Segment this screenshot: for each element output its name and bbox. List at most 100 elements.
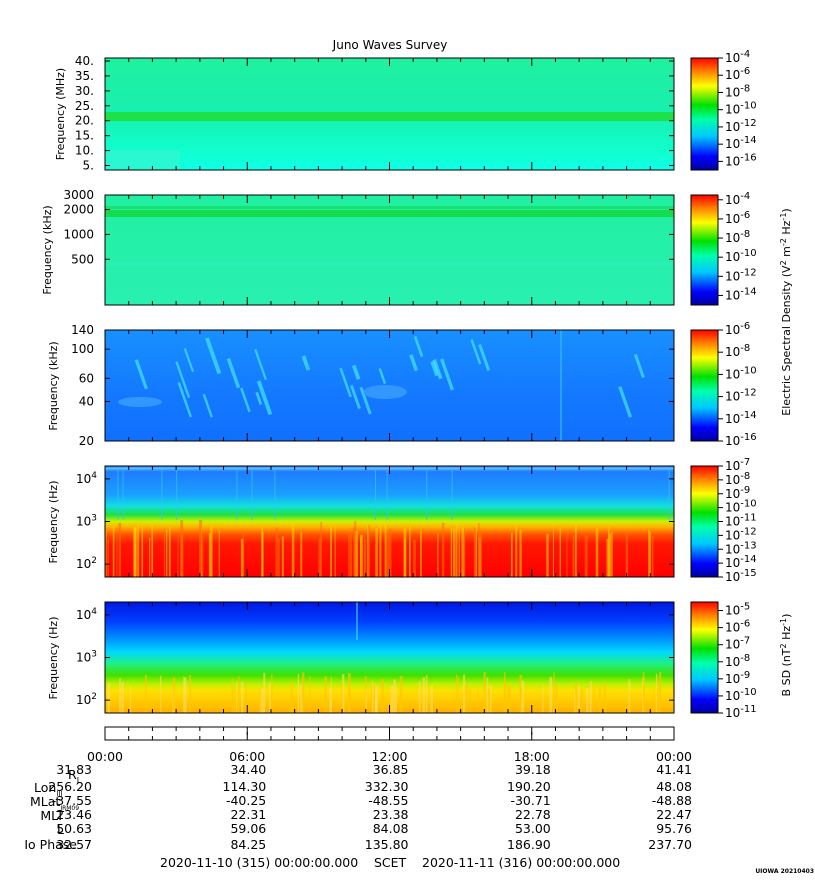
time-tick-label: 00:00 [87,749,123,764]
colorbar-4-tick-label: 10-14 [725,554,757,570]
ephemeris-value: 22.47 [656,807,692,822]
time-tick-label: 00:00 [656,749,692,764]
panel-2-band-450khz [105,262,674,266]
panel-5-spectrogram [104,601,675,714]
ephemeris-value: 135.80 [365,837,409,852]
panel-3-burst [378,368,387,384]
panel-3-burst [226,358,241,389]
panel-3-burst [359,386,372,415]
panel-1-ytick-label: 25. [75,99,94,113]
colorbar-4-tick-label: 10-8 [725,471,750,487]
panel-3-burst [254,348,268,381]
panel-3-burst [240,387,251,413]
panel-3-burst [183,348,194,373]
panel-5-ytick-label: 103 [76,650,97,665]
panel-3-burst [633,354,645,378]
axis-ticks [105,58,674,740]
panel-3-ytick-label: 20 [79,434,94,448]
colorbar-2-tick-label: 10-8 [725,229,750,245]
panel-2-ytick-label: 1000 [63,227,94,241]
colorbar-4-tick-label: 10-13 [725,540,757,556]
panel-3-burst [430,360,440,377]
eph-label-mlat: MLatJRM09 [30,794,79,812]
colorbar-5-tick-label: 10-8 [725,653,750,669]
colorbar-3-tick-label: 10-12 [725,388,757,404]
panel-3-burst [301,355,311,371]
ephemeris-value: 50.63 [56,821,92,836]
panel-3-bursts [118,330,645,441]
colorbar-1-tick-label: 10-14 [725,135,757,151]
colorbar-5-tick-label: 10-10 [725,687,757,703]
colorbar-3-tick-label: 10-14 [725,410,757,426]
panel-3-burst [175,361,191,398]
panel-1-ytick-label: 5. [83,159,94,173]
ephemeris-value: 22.78 [515,807,551,822]
panel-2-band-1800khz [105,210,674,217]
ephemeris-table: RJ LonIII MLatJRM09 MLT L Io Phase 00:00… [24,749,692,852]
ephemeris-value: 23.38 [373,807,409,822]
bsd-colorbar-label: B SD (nT2 Hz-1) [779,614,793,697]
panel-3-ylabel: Frequency (kHz) [47,341,60,430]
panel-3-burst [413,335,424,357]
ephemeris-value: 114.30 [223,779,267,794]
ephemeris-value: 59.06 [230,821,266,836]
colorbar-5-tick-label: 10-5 [725,602,750,618]
eph-label-io: Io Phase [24,837,77,852]
colorbar-1-tick-label: 10-4 [725,49,750,65]
colorbar-5 [690,601,719,714]
ephemeris-value: 186.90 [507,837,551,852]
ephemeris-value: 190.20 [507,779,551,794]
panel-3-ytick-label: 100 [71,342,94,356]
panel-2-spectrogram [104,194,675,306]
panel-2-ytick-label: 2000 [63,203,94,217]
panel-3-burst [351,364,361,380]
panel-1-ytick-label: 10. [75,144,94,158]
panel-3-burst [339,367,352,398]
panel-2-band-2200khz [105,206,674,209]
ephemeris-value: 36.85 [373,762,409,777]
ephemeris-value: 256.20 [48,779,92,794]
panel-1-band-21mhz [105,112,674,121]
ephemeris-value: -40.25 [226,793,266,808]
colorbar-3-tick-label: 10-6 [725,321,750,337]
panel-3-burst [478,343,491,371]
panel-2-ytick-label: 3000 [63,188,94,202]
panel-4-ylabel: Frequency (Hz) [47,481,60,564]
panel-1-spectrogram [104,57,675,171]
time-tick-label: 12:00 [371,749,407,764]
panel-1-ytick-label: 40. [75,54,94,68]
colorbar-4-tick-label: 10-11 [725,513,757,529]
colorbar-4-tick-label: 10-12 [725,526,757,542]
ephemeris-value: 23.46 [56,807,92,822]
panel-3-burst [470,339,482,365]
panel-3-burst [205,337,222,375]
time-tick-label: 06:00 [229,749,265,764]
panel-2-ylabel: Frequency (kHz) [41,205,54,294]
ephemeris-value: 53.00 [515,821,551,836]
ephemeris-value: 32.57 [56,837,92,852]
ephemeris-value: -30.71 [510,793,550,808]
esd-colorbar-label: Electric Spectral Density (V2 m-2 Hz-1) [779,208,793,415]
colorbar-1-tick-label: 10-16 [725,152,757,168]
panel-3-burst [134,359,148,390]
colorbar-3-tick-label: 10-10 [725,365,757,381]
colorbar-5-tick-label: 10-9 [725,670,750,686]
colorbar-2-tick-label: 10-12 [725,267,757,283]
ephemeris-value: 22.31 [230,807,266,822]
panel-3-burst [202,393,213,418]
colorbar-2-tick-label: 10-14 [725,286,757,302]
panel-2-ytick-label: 500 [71,252,94,266]
panel-3-spectrogram [104,329,675,442]
panel-5-ytick-label: 104 [76,607,97,622]
panel-1-low-emission [105,150,180,170]
ephemeris-value: 31.83 [56,762,92,777]
panel-3-burst [440,358,455,391]
panel-5-streaks [107,602,662,713]
figure-title: Juno Waves Survey [332,38,448,52]
ephemeris-value: 84.08 [373,821,409,836]
panel-4-streaks [105,470,670,577]
credit-label: UIOWA 20210403 [755,868,814,875]
panel-3-patch [363,385,407,399]
panel-1-ytick-label: 15. [75,129,94,143]
